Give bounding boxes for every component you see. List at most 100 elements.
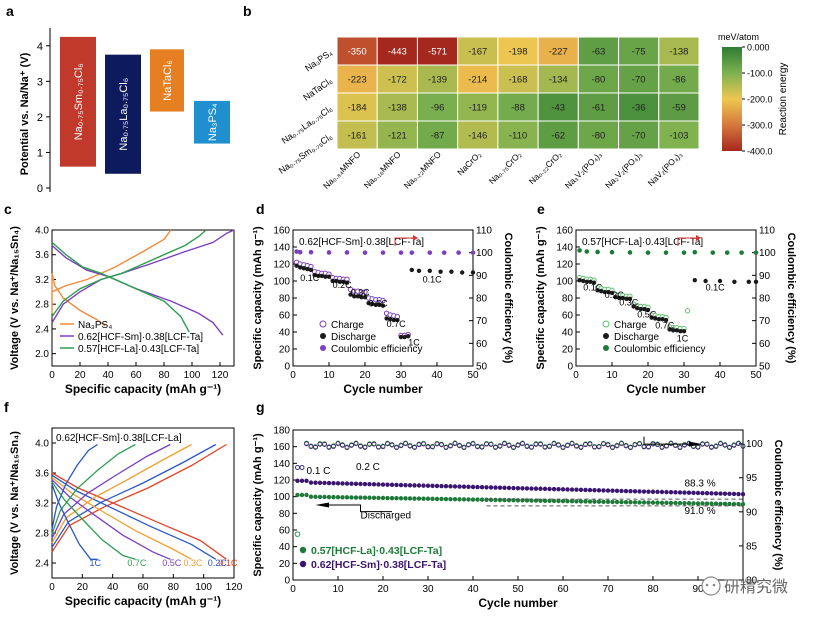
capacity-point <box>637 500 642 505</box>
panel-title: 0.62[HCF-Sm]·0.38[LCF-La] <box>56 433 182 444</box>
capacity-point <box>380 495 386 501</box>
ce-point <box>407 443 413 449</box>
y2-tick-label: 110 <box>476 226 492 237</box>
discharge-point <box>674 328 679 333</box>
ce-point <box>511 445 516 451</box>
heatmap-value: -62 <box>551 131 565 142</box>
y-tick-label: 3.2 <box>35 499 49 510</box>
capacity-point <box>538 486 543 491</box>
y-tick-label: 160 <box>273 442 290 453</box>
panel-label-e: e <box>537 201 545 217</box>
heatmap-cell <box>336 64 378 94</box>
capacity-point <box>466 497 471 502</box>
ce-point <box>614 443 620 449</box>
rate-label: 1C <box>408 338 420 348</box>
charge-point <box>380 297 386 304</box>
series-line <box>51 443 227 553</box>
x-tick-label: 70 <box>602 584 614 595</box>
capacity-point <box>430 496 435 502</box>
legend-label: Coulombic efficiency <box>331 344 423 355</box>
discharge-point <box>653 316 658 321</box>
x-tick-label: 80 <box>168 582 180 593</box>
capacity-point <box>556 487 561 492</box>
ce-point <box>722 442 728 448</box>
bar-label: Na₃PS₄ <box>207 103 219 141</box>
heatmap-row-label: NaTaCl₆ <box>301 75 334 102</box>
capacity-point <box>592 499 597 504</box>
ce-point <box>695 444 701 450</box>
series-line <box>51 484 98 560</box>
capacity-point <box>502 485 507 490</box>
ce-point <box>448 443 453 449</box>
capacity-point <box>524 498 530 503</box>
heatmap-value: -571 <box>428 47 447 58</box>
ce-point <box>565 443 570 449</box>
discharge-point <box>584 279 589 285</box>
ce-point <box>569 441 575 447</box>
capacity-point <box>686 501 692 506</box>
arrow-icon <box>329 504 392 513</box>
capacity-point <box>623 499 629 505</box>
panel-label-a: a <box>6 3 14 19</box>
capacity-point <box>479 497 485 502</box>
y2-tick-label: 50 <box>759 362 771 373</box>
capacity-point <box>331 494 336 500</box>
ce-point <box>308 444 314 450</box>
watermark-text: 研精究微 <box>724 578 788 596</box>
ce-point <box>681 250 687 255</box>
capacity-point <box>619 488 624 494</box>
colorbar-tick-label: 0.000 <box>747 43 770 53</box>
discharge-point <box>316 273 321 279</box>
bar-label: Na₀.₇₅Sm₀.₇₅Cl₆ <box>73 63 85 140</box>
heatmap-value: -110 <box>509 131 527 142</box>
heatmap-value: -168 <box>508 75 527 86</box>
capacity-point <box>448 496 453 502</box>
capacity-point <box>304 492 309 498</box>
ce-point <box>385 441 390 447</box>
x-tick-label: 40 <box>467 584 479 595</box>
rate-label: 1C <box>90 558 102 568</box>
heatmap-cell <box>658 36 700 66</box>
y-tick-label: 0 <box>567 362 573 373</box>
legend-marker <box>319 320 327 328</box>
y-tick-label: 3.6 <box>35 469 49 480</box>
x-tick-label: 0 <box>290 370 296 381</box>
capacity-point <box>551 498 557 504</box>
y-axis-label: Voltage (V vs. Na⁺/Na₁₅Sn₄) <box>9 226 21 370</box>
series-line <box>51 443 192 544</box>
series-line <box>51 474 217 560</box>
capacity-point <box>430 483 435 489</box>
panel-f: f 0 20 40 60 80 100 120 2.4 2.8 3.2 3.6 4.0 Specific… <box>4 399 243 608</box>
heatmap-value: -138 <box>669 47 688 58</box>
capacity-point <box>610 488 615 493</box>
heatmap-cell <box>658 64 700 94</box>
capacity-point <box>650 500 656 505</box>
capacity-point <box>722 491 728 496</box>
discharge-point <box>308 267 314 273</box>
capacity-point <box>569 499 575 504</box>
capacity-point <box>412 483 417 488</box>
heatmap-cell <box>497 92 539 122</box>
x-tick-label: 90 <box>692 584 704 595</box>
discharge-point <box>635 306 640 311</box>
capacity-point <box>497 497 503 503</box>
discharge-point <box>402 334 407 340</box>
heatmap-cell <box>336 92 378 122</box>
heatmap-col-label: Na₀.₂₂MNFO <box>402 149 444 191</box>
heatmap-cell <box>577 92 620 122</box>
y-tick-label: 2.8 <box>35 300 49 311</box>
capacity-point <box>587 487 593 493</box>
capacity-point <box>529 486 534 491</box>
rate-label: 1C <box>677 333 689 343</box>
capacity-point <box>439 496 444 502</box>
discharge-point <box>732 279 737 285</box>
x-tick-label: 60 <box>130 370 142 381</box>
discharge-point <box>642 306 647 312</box>
capacity-point <box>704 491 710 496</box>
capacity-point <box>731 501 737 507</box>
wechat-icon-eye <box>712 583 716 587</box>
x-tick-label: 40 <box>107 582 119 593</box>
ce-point <box>628 445 633 451</box>
heatmap-cell <box>618 64 660 94</box>
x-tick-label: 10 <box>323 370 335 381</box>
